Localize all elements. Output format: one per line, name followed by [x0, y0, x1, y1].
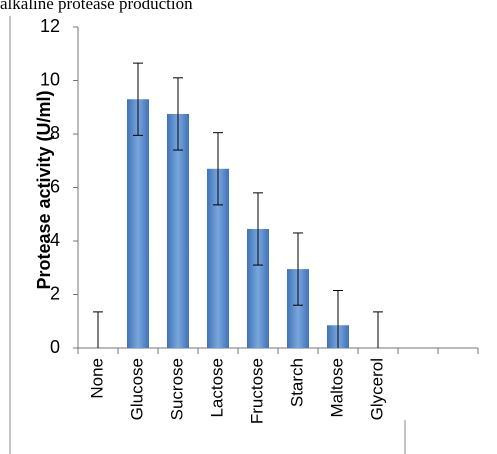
bar: [167, 113, 189, 348]
y-tick-label: 10: [40, 69, 60, 89]
bar: [127, 99, 149, 348]
bar: [287, 269, 309, 348]
x-tick-label: Maltose: [327, 358, 346, 418]
y-tick-label: 6: [50, 176, 60, 196]
x-tick-label: None: [87, 358, 106, 399]
y-tick-label: 4: [50, 230, 60, 250]
x-tick-label: Glycerol: [367, 358, 386, 420]
x-tick-label: Sucrose: [167, 358, 186, 420]
chart-title: alkaline protease production: [0, 0, 193, 13]
y-tick-label: 2: [50, 283, 60, 303]
y-axis-label: Protease activity (U/ml): [34, 90, 54, 289]
y-tick-label: 8: [50, 123, 60, 143]
y-tick-label: 12: [40, 16, 60, 36]
y-tick-label: 0: [50, 337, 60, 357]
x-tick-label: Fructose: [247, 358, 266, 424]
bar: [207, 168, 229, 348]
x-tick-label: Lactose: [207, 358, 226, 418]
bar: [247, 228, 269, 348]
x-tick-label: Starch: [287, 358, 306, 407]
x-tick-label: Glucose: [127, 358, 146, 420]
